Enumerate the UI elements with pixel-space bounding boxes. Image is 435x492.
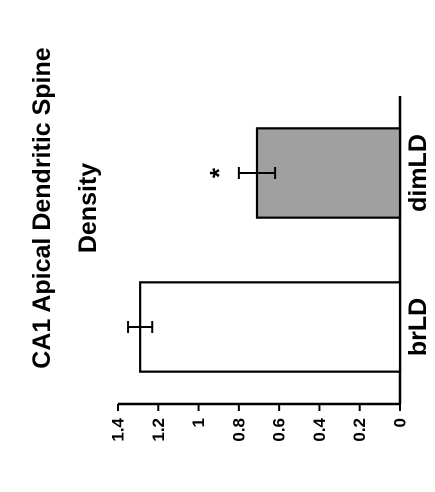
value-tick-label-0-4: 0.4 (310, 417, 329, 441)
value-tick-label-1: 1 (189, 418, 208, 427)
value-tick-label-0-8: 0.8 (229, 418, 248, 442)
chart-title: CA1 Apical Dendritic Spine Density (28, 47, 102, 368)
value-axis: 0 0.2 0.4 0.6 0.8 1 1.2 1.4 (109, 96, 410, 442)
value-tick-label-0-2: 0.2 (350, 418, 369, 442)
category-label-brld: brLD (404, 298, 432, 356)
category-labels: brLD dimLD (404, 134, 432, 356)
chart-title-line-2: Density (74, 163, 102, 253)
bar-dimld (255, 127, 402, 219)
value-tick-label-1-4: 1.4 (109, 417, 128, 441)
chart-title-line-1: CA1 Apical Dendritic Spine (28, 47, 56, 368)
value-tick-label-1-2: 1.2 (149, 418, 168, 442)
value-tick-label-0-6: 0.6 (270, 418, 289, 442)
significance-marker-dimld: * (204, 167, 234, 178)
bar-brld (139, 281, 402, 373)
bars: * (127, 127, 402, 373)
value-tick-label-0: 0 (391, 418, 410, 427)
category-label-dimld: dimLD (404, 134, 432, 212)
